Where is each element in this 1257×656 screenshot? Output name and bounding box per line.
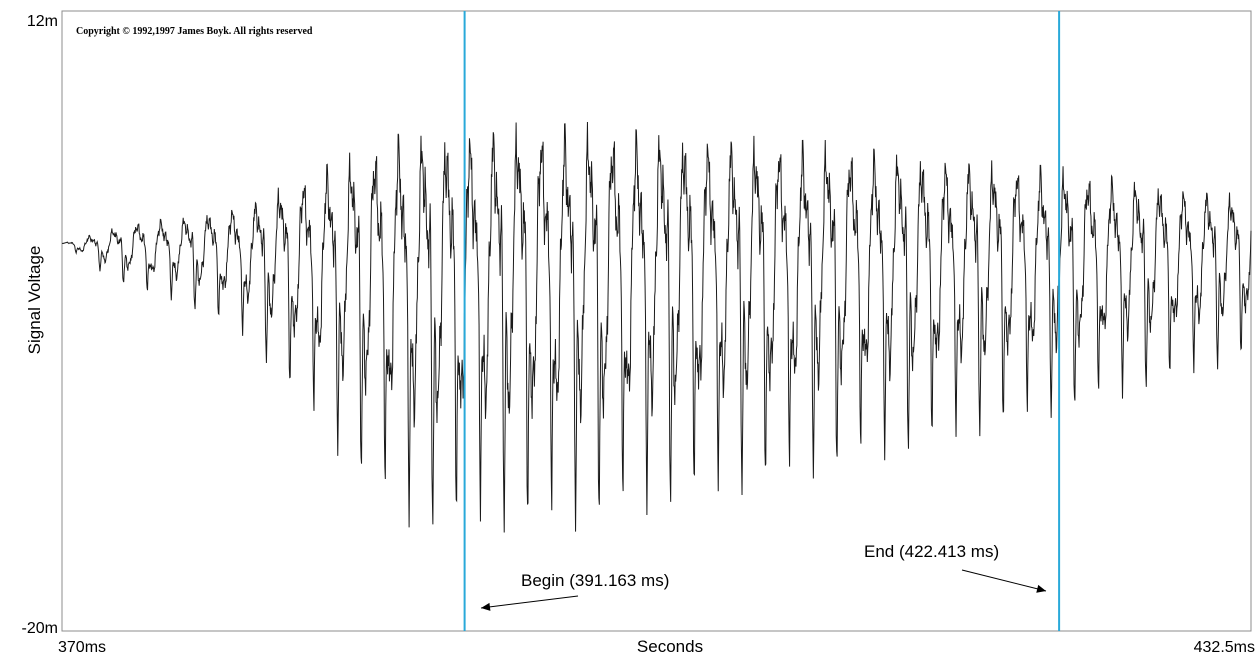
marker-arrowhead-0 [481,602,491,611]
waveform-series [61,122,1252,533]
marker-arrow-0 [480,595,579,609]
x-tick-right: 432.5ms [1194,639,1255,656]
y-axis-label: Signal Voltage [25,246,44,355]
y-tick-bottom: -20m [22,620,58,637]
marker-label-0: Begin (391.163 ms) [521,571,669,590]
marker-label-1: End (422.413 ms) [864,542,999,561]
waveform-line [61,122,1252,533]
x-axis-label: Seconds [637,637,703,656]
y-tick-top: 12m [27,13,58,30]
marker-arrowhead-1 [1036,584,1046,593]
time-markers: Begin (391.163 ms) End (422.413 ms) [463,11,1061,631]
copyright-notice: Copyright © 1992,1997 James Boyk. All ri… [76,26,313,37]
plot-frame [61,10,1252,632]
marker-arrow-1 [961,569,1047,592]
x-tick-left: 370ms [58,639,106,656]
